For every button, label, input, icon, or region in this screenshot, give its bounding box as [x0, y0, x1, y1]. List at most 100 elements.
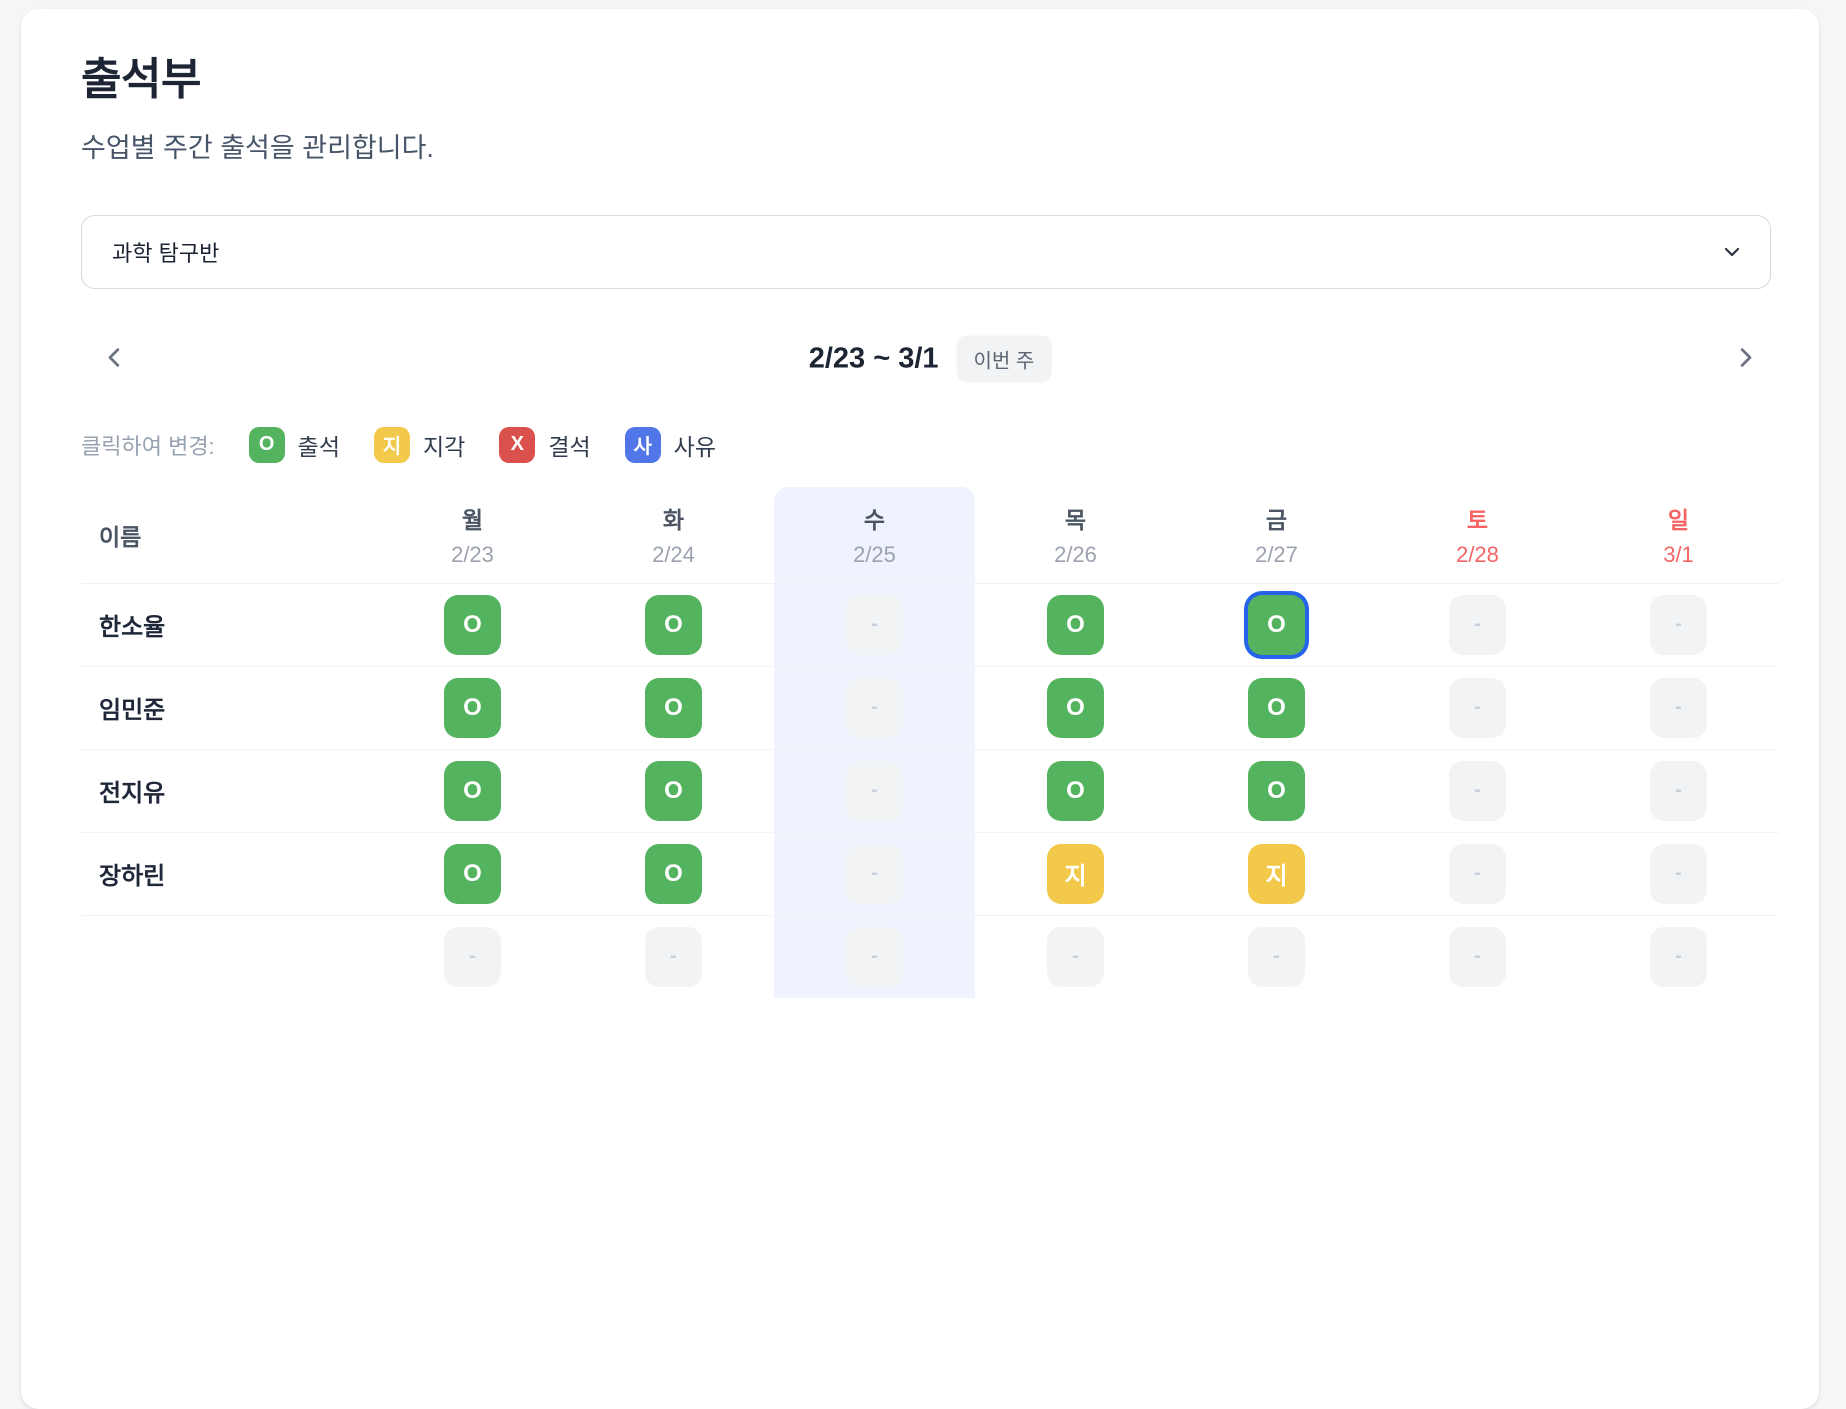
attendance-status-button-present[interactable]: O	[1248, 677, 1305, 738]
attendance-cell: O	[573, 831, 774, 916]
student-name	[81, 914, 372, 998]
legend-item-absent: X 결석	[499, 426, 591, 463]
attendance-status-button-present[interactable]: O	[645, 760, 702, 821]
column-header-day-3-1: 일 3/1	[1578, 486, 1779, 584]
class-select[interactable]: 과학 탐구반	[81, 214, 1771, 289]
day-date: 2/27	[1255, 542, 1298, 568]
attendance-status-button-present[interactable]: O	[444, 594, 501, 655]
attendance-status-button-late[interactable]: 지	[1047, 843, 1104, 904]
legend-item-present: O 출석	[248, 426, 340, 463]
table-row: 전지유 O O - O O - -	[81, 748, 1779, 833]
attendance-cell: -	[372, 914, 573, 998]
day-name: 일	[1667, 507, 1690, 534]
legend-item-late: 지 지각	[374, 426, 466, 463]
attendance-status-button-none: -	[444, 926, 501, 987]
attendance-cell: 지	[975, 831, 1176, 916]
attendance-cell: O	[372, 665, 573, 750]
attendance-cell: -	[774, 831, 975, 916]
attendance-cell: O	[1176, 582, 1377, 667]
attendance-cell: O	[573, 748, 774, 833]
class-select-value: 과학 탐구반	[112, 240, 220, 266]
attendance-status-button-none: -	[1650, 594, 1707, 655]
day-name: 금	[1265, 507, 1288, 534]
attendance-cell: -	[1578, 831, 1779, 916]
attendance-cell: -	[1176, 914, 1377, 998]
attendance-cell: -	[1578, 914, 1779, 998]
legend-label: 지각	[423, 433, 466, 460]
day-name: 목	[1064, 507, 1087, 534]
table-header-row: 이름 월 2/23 화 2/24 수 2/25 목 2/26 금 2/27 토 2/28 일 3/1	[81, 486, 1779, 584]
attendance-status-button-none: -	[1449, 760, 1506, 821]
legend-present-chip: O	[248, 426, 285, 463]
attendance-status-button-present[interactable]: O	[1248, 594, 1305, 655]
attendance-cell: -	[573, 914, 774, 998]
attendance-cell: -	[1377, 748, 1578, 833]
attendance-status-button-present[interactable]: O	[645, 843, 702, 904]
column-header-day-2-26: 목 2/26	[975, 486, 1176, 584]
attendance-cell: -	[1578, 748, 1779, 833]
attendance-cell: O	[573, 665, 774, 750]
column-header-day-2-25: 수 2/25	[774, 486, 975, 584]
attendance-status-button-present[interactable]: O	[444, 760, 501, 821]
attendance-status-button-none: -	[1449, 843, 1506, 904]
legend-label: 사유	[673, 433, 716, 460]
attendance-cell: -	[975, 914, 1176, 998]
attendance-status-button-none: -	[645, 926, 702, 987]
attendance-cell: O	[573, 582, 774, 667]
attendance-status-button-present[interactable]: O	[1047, 760, 1104, 821]
attendance-status-button-present[interactable]: O	[444, 843, 501, 904]
student-name: 한소율	[81, 582, 372, 667]
chevron-right-icon	[1732, 344, 1759, 374]
attendance-status-button-none: -	[1449, 677, 1506, 738]
next-week-button[interactable]	[1726, 338, 1765, 380]
attendance-status-button-present[interactable]: O	[645, 677, 702, 738]
attendance-cell: -	[774, 665, 975, 750]
attendance-status-button-none: -	[1449, 926, 1506, 987]
attendance-cell: -	[774, 748, 975, 833]
attendance-status-button-none: -	[1650, 677, 1707, 738]
attendance-status-button-present[interactable]: O	[1248, 760, 1305, 821]
attendance-status-button-present[interactable]: O	[645, 594, 702, 655]
attendance-status-button-none: -	[1650, 760, 1707, 821]
attendance-cell: O	[372, 582, 573, 667]
attendance-table: 이름 월 2/23 화 2/24 수 2/25 목 2/26 금 2/27 토 2/28 일 3/1 한소…	[81, 486, 1779, 998]
attendance-status-button-none: -	[846, 926, 903, 987]
legend-excused-chip: 사	[624, 426, 661, 463]
column-header-day-2-27: 금 2/27	[1176, 486, 1377, 584]
attendance-cell: O	[975, 665, 1176, 750]
legend: 클릭하여 변경: O 출석 지 지각 X 결석 사 사유	[81, 426, 1779, 463]
table-row: 임민준 O O - O O - -	[81, 665, 1779, 750]
chevron-left-icon	[101, 344, 128, 374]
attendance-status-button-present[interactable]: O	[1047, 594, 1104, 655]
attendance-status-button-none: -	[1248, 926, 1305, 987]
table-row: -------	[81, 914, 1779, 998]
day-date: 2/26	[1054, 542, 1097, 568]
week-range-label: 2/23 ~ 3/1	[808, 342, 939, 375]
legend-label: 결석	[548, 433, 591, 460]
attendance-cell: 지	[1176, 831, 1377, 916]
day-name: 월	[461, 507, 484, 534]
legend-label: 출석	[297, 433, 340, 460]
attendance-status-button-present[interactable]: O	[1047, 677, 1104, 738]
attendance-card: 출석부 수업별 주간 출석을 관리합니다. 과학 탐구반 2/23 ~ 3/1 …	[21, 9, 1819, 1409]
page-subtitle: 수업별 주간 출석을 관리합니다.	[81, 132, 434, 163]
chevron-down-icon	[1720, 240, 1744, 264]
page-title: 출석부	[81, 55, 201, 104]
attendance-cell: -	[1578, 665, 1779, 750]
attendance-cell: -	[1377, 831, 1578, 916]
attendance-cell: -	[774, 582, 975, 667]
day-date: 2/25	[853, 542, 896, 568]
prev-week-button[interactable]	[95, 338, 134, 380]
day-date: 2/23	[451, 542, 494, 568]
legend-item-excused: 사 사유	[624, 426, 716, 463]
attendance-cell: O	[372, 748, 573, 833]
attendance-status-button-none: -	[846, 843, 903, 904]
student-name: 장하린	[81, 831, 372, 916]
day-name: 화	[662, 507, 685, 534]
attendance-cell: -	[1578, 582, 1779, 667]
attendance-cell: O	[1176, 665, 1377, 750]
column-header-name: 이름	[81, 486, 372, 584]
attendance-status-button-present[interactable]: O	[444, 677, 501, 738]
attendance-status-button-late[interactable]: 지	[1248, 843, 1305, 904]
day-date: 3/1	[1663, 542, 1694, 568]
